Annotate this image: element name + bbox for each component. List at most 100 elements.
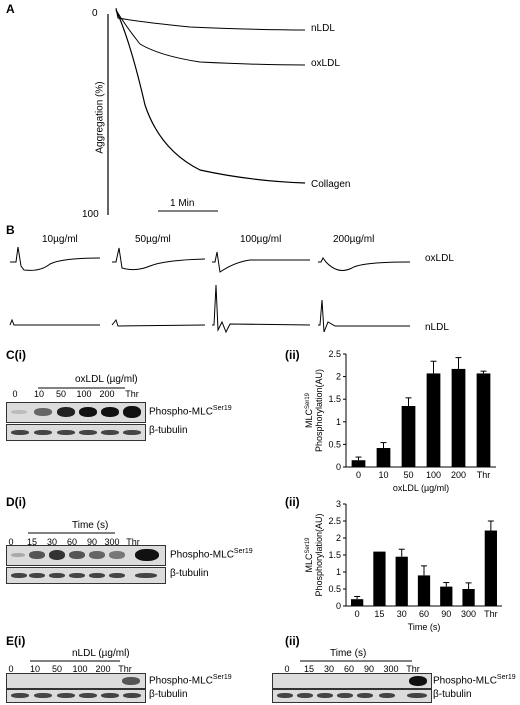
d-phospho-blot — [6, 545, 166, 566]
panel-c-letter: C(i) — [6, 348, 26, 362]
e-lane-ii-6: Thr — [406, 664, 420, 674]
d-ylabel-1: MLCSer19 — [304, 537, 314, 573]
c-cat-4: 200 — [451, 470, 466, 480]
d-bar-4 — [440, 586, 453, 606]
e-i-tubulin-blot — [6, 689, 146, 703]
c-bar-0 — [351, 460, 366, 467]
conc-10: 10µg/ml — [42, 234, 78, 245]
c-ylabel-sup: Ser19 — [305, 392, 311, 409]
d-ytick-label-3: 1.5 — [328, 550, 341, 560]
c-phospho-blot — [6, 402, 146, 423]
scale-bar-label: 1 Min — [170, 198, 195, 209]
c-ytick-label-4: 2 — [336, 372, 341, 382]
d-lane-5: 300 — [104, 537, 120, 547]
e-lane-i-4: 200 — [95, 664, 111, 674]
e-lane-i-5: Thr — [118, 664, 132, 674]
d-cat-4: 90 — [441, 609, 451, 619]
e-lane-i-3: 100 — [72, 664, 88, 674]
c-cat-3: 100 — [426, 470, 441, 480]
label-collagen: Collagen — [311, 179, 351, 190]
e-ii-phospho-text: Phospho-MLC — [433, 675, 497, 687]
e-ii-phospho-blot — [272, 673, 432, 689]
trace-ox-50 — [112, 247, 206, 271]
d-lane-1: 15 — [26, 537, 37, 547]
e-ii-phospho-label: Phospho-MLCSer19 — [433, 674, 516, 686]
d-ylabel-sup: Ser19 — [305, 537, 311, 554]
e-i-phospho-sup: Ser19 — [212, 674, 232, 681]
e-i-phospho-text: Phospho-MLC — [149, 675, 213, 687]
c-cat-5: Thr — [477, 470, 491, 480]
d-ytick-label-6: 3 — [336, 499, 341, 509]
d-bar-2 — [395, 556, 408, 606]
d-cat-2: 30 — [397, 609, 407, 619]
e-i-tubulin-label: β-tubulin — [149, 689, 188, 700]
c-phospho-label: Phospho-MLCSer19 — [149, 405, 232, 417]
e-lane-i-2: 50 — [51, 664, 62, 674]
panel-e-blot-header-i: nLDL (µg/ml) — [72, 648, 130, 659]
e-ii-tubulin-blot — [272, 689, 432, 703]
e-lane-ii-5: 300 — [383, 664, 399, 674]
trace-n-50 — [111, 318, 206, 327]
c-lane-3: 100 — [76, 389, 92, 399]
d-phospho-text: Phospho-MLC — [170, 549, 234, 561]
d-ytick-label-4: 2 — [336, 533, 341, 543]
conc-200: 200µg/ml — [333, 234, 375, 245]
e-i-phospho-label: Phospho-MLCSer19 — [149, 674, 232, 686]
e-lane-ii-1: 15 — [303, 664, 314, 674]
e-lane-i-1: 10 — [29, 664, 40, 674]
e-lane-ii-2: 30 — [323, 664, 334, 674]
d-tubulin-label: β-tubulin — [170, 568, 209, 579]
c-ytick-label-2: 1 — [336, 417, 341, 427]
panel-a-y-bottom-tick: 100 — [82, 209, 99, 220]
c-lane-0: 0 — [12, 389, 18, 399]
d-lane-6: Thr — [126, 537, 140, 547]
c-bar-4 — [451, 368, 466, 467]
e-ii-tubulin-label: β-tubulin — [433, 689, 472, 700]
trace-n-200 — [318, 299, 410, 333]
c-cat-2: 50 — [403, 470, 413, 480]
label-oxldl: oxLDL — [311, 58, 340, 69]
d-ylabel-2: Phosphorylation(AU) — [314, 513, 324, 596]
e-lane-i-0: 0 — [8, 664, 14, 674]
c-phospho-sup: Ser19 — [212, 405, 232, 412]
c-ytick-label-3: 1.5 — [328, 394, 341, 404]
conc-100: 100µg/ml — [240, 234, 282, 245]
d-cat-0: 0 — [355, 609, 360, 619]
c-ytick-label-0: 0 — [336, 462, 341, 472]
panel-b-letter: B — [6, 223, 15, 237]
d-bar-1 — [373, 551, 386, 606]
d-phospho-label: Phospho-MLCSer19 — [170, 548, 253, 560]
panel-a-y-top-tick: 0 — [92, 8, 98, 19]
d-bar-0 — [351, 599, 364, 606]
c-ylabel-2: Phosphorylation(AU) — [314, 369, 324, 452]
d-lane-4: 90 — [86, 537, 97, 547]
d-bar-3 — [417, 575, 431, 606]
e-lane-ii-0: 0 — [284, 664, 290, 674]
c-bar-3 — [426, 373, 441, 467]
e-i-phospho-blot — [6, 673, 146, 689]
panel-d-blot-header: Time (s) — [72, 520, 109, 531]
d-lane-3: 60 — [66, 537, 77, 547]
trace-nldl — [115, 7, 306, 31]
d-ytick-label-0: 0 — [336, 601, 341, 611]
c-tubulin-blot — [6, 424, 146, 441]
d-cat-5: 300 — [461, 609, 476, 619]
d-phospho-sup: Ser19 — [233, 548, 253, 555]
d-ytick-label-5: 2.5 — [328, 516, 341, 526]
c-bar-2 — [401, 405, 416, 467]
panel-d-ii-letter: (ii) — [285, 495, 300, 509]
c-ytick-label-1: 0.5 — [328, 439, 341, 449]
d-tubulin-blot — [6, 567, 166, 584]
row-oxldl: oxLDL — [425, 253, 454, 264]
trace-n-100 — [212, 284, 311, 334]
panel-c-ii-letter: (ii) — [285, 348, 300, 362]
c-tubulin-label: β-tubulin — [149, 425, 188, 436]
row-nldl: nLDL — [425, 322, 449, 333]
d-bar-6 — [484, 530, 497, 606]
d-xlabel: Time (s) — [408, 622, 441, 632]
